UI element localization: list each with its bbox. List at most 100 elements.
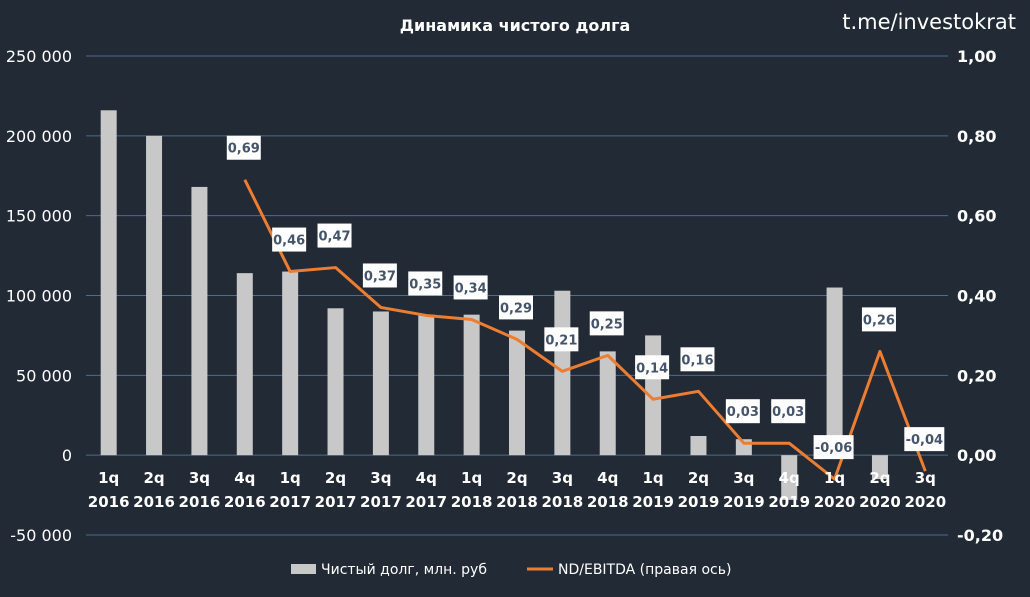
data-label: 0,14 [636, 361, 668, 376]
x-tick-label-quarter: 3q [915, 469, 936, 487]
series-line [243, 179, 927, 481]
bar [599, 351, 616, 456]
bar [282, 271, 299, 456]
x-tick-label-quarter: 2q [506, 469, 527, 487]
x-tick-label-year: 2018 [587, 493, 629, 511]
y-right-tick-label: 0,20 [957, 366, 996, 385]
y-right-tick-label: 0,00 [957, 446, 996, 465]
y-left-tick-label: 250 000 [6, 47, 72, 66]
data-label: 0,47 [318, 230, 350, 245]
bar [690, 436, 707, 456]
bar [554, 290, 571, 456]
legend-line-label: ND/EBITDA (правая ось) [558, 562, 731, 578]
data-label-box [680, 347, 715, 372]
legend-bar-swatch [291, 564, 316, 574]
x-tick-label-year: 2020 [814, 493, 856, 511]
data-label-box [272, 227, 307, 252]
y-right-tick-label: 0,40 [957, 287, 996, 306]
watermark: t.me/investokrat [842, 10, 1016, 34]
y-right-tick-label: 1,00 [957, 47, 996, 66]
bar [146, 135, 163, 456]
bar [191, 186, 208, 456]
x-tick-label-year: 2019 [768, 493, 810, 511]
data-label-box [589, 311, 624, 336]
x-tick-label-year: 2019 [678, 493, 720, 511]
bar [509, 330, 525, 456]
data-label-box [226, 135, 261, 160]
data-label: -0,06 [815, 441, 852, 456]
y-left-tick-label: 0 [62, 446, 72, 465]
data-label-box [861, 307, 896, 332]
bar [327, 308, 344, 456]
chart-title: Динамика чистого долга [400, 16, 630, 35]
x-tick-label-quarter: 3q [189, 469, 210, 487]
y-left-tick-label: 100 000 [6, 287, 72, 306]
data-label-box [904, 427, 945, 452]
data-label-box [544, 327, 579, 352]
x-tick-label-year: 2018 [451, 493, 493, 511]
x-tick-label-year: 2017 [269, 493, 311, 511]
bar [100, 110, 117, 456]
x-tick-label-year: 2019 [723, 493, 765, 511]
data-label-box [317, 223, 352, 248]
data-label: 0,35 [409, 277, 441, 292]
x-tick-label-quarter: 2q [869, 469, 890, 487]
data-label-box [771, 399, 806, 424]
data-label: 0,26 [863, 313, 895, 328]
x-tick-label-quarter: 4q [779, 469, 800, 487]
x-tick-label-year: 2017 [405, 493, 447, 511]
bar [871, 455, 888, 480]
data-label: 0,21 [545, 333, 577, 348]
y-right-tick-label: 0,80 [957, 127, 996, 146]
y-left-tick-label: 200 000 [6, 127, 72, 146]
x-tick-label-quarter: 3q [370, 469, 391, 487]
data-label: 0,25 [591, 317, 623, 332]
y-left-tick-label: -50 000 [10, 526, 72, 545]
data-label: 0,69 [228, 142, 260, 157]
bar [418, 314, 435, 456]
x-tick-label-year: 2018 [541, 493, 583, 511]
data-label: 0,29 [500, 301, 532, 316]
data-label-box [725, 399, 760, 424]
data-label-box [362, 263, 397, 288]
x-tick-label-quarter: 4q [234, 469, 255, 487]
x-tick-label-quarter: 1q [643, 469, 664, 487]
data-label-box [408, 271, 443, 296]
x-tick-label-quarter: 1q [98, 469, 119, 487]
x-tick-label-year: 2017 [360, 493, 402, 511]
x-tick-label-quarter: 1q [461, 469, 482, 487]
x-tick-label-year: 2020 [904, 493, 946, 511]
bar [826, 287, 843, 456]
y-left-tick-label: 50 000 [16, 366, 72, 385]
x-tick-label-quarter: 1q [824, 469, 845, 487]
x-tick-label-quarter: 2q [688, 469, 709, 487]
x-tick-label-quarter: 1q [280, 469, 301, 487]
data-label-layer: 0,69 0,46 0,47 0,37 0,35 0,34 0,29 0,21 0,25 0,14… [226, 135, 945, 460]
bar [781, 455, 798, 500]
x-tick-label-year: 2016 [224, 493, 266, 511]
data-label: 0,46 [273, 234, 305, 249]
bar [372, 311, 389, 456]
bar [236, 273, 253, 456]
x-tick-label-year: 2020 [859, 493, 901, 511]
x-tick-label-quarter: 3q [552, 469, 573, 487]
data-label-box [813, 435, 854, 460]
x-tick-label-year: 2018 [496, 493, 538, 511]
legend-bar-label: Чистый долг, млн. руб [321, 562, 487, 578]
x-tick-label-quarter: 2q [325, 469, 346, 487]
x-tick-label-year: 2016 [133, 493, 175, 511]
data-label: -0,04 [906, 433, 943, 448]
data-label: 0,37 [364, 269, 396, 284]
y-right-tick-label: -0,20 [957, 526, 1003, 545]
data-label-box [453, 275, 488, 300]
x-tick-label-quarter: 4q [416, 469, 437, 487]
x-tick-label-year: 2019 [632, 493, 674, 511]
data-label: 0,16 [681, 353, 713, 368]
y-right-tick-label: 0,60 [957, 207, 996, 226]
axis-layer: 250 000 200 000 150 000 100 000 50 000 0 -50 0… [6, 47, 1003, 545]
bar-layer [100, 110, 888, 500]
data-label: 0,34 [455, 281, 487, 296]
data-label: 0,03 [772, 405, 804, 420]
